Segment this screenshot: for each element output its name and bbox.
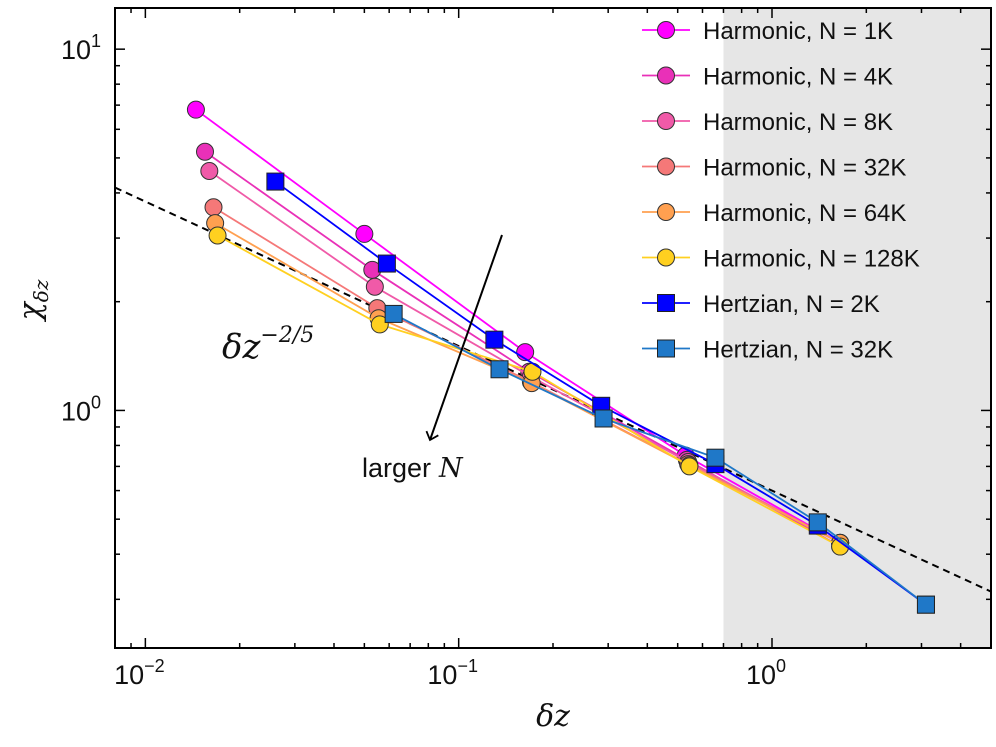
legend-marker [657,157,675,176]
fit-label-exponent: −2/5 [260,323,314,348]
legend-marker [657,21,675,39]
x-tick-label-exp: 0 [776,656,786,676]
series-5 [208,226,850,556]
y-tick-label: 101 [61,31,101,65]
x-tick-label: 100 [746,656,786,690]
shaded-region [723,8,991,648]
legend-label: Harmonic, N = 4K [703,64,893,91]
data-point [523,362,542,381]
data-point [186,100,205,119]
data-point [490,360,509,379]
plot-frame [114,7,992,649]
y-axis-label-main: χ [13,300,48,322]
data-point [370,315,389,334]
legend-marker [657,294,675,312]
legend-label: Harmonic, N = 128K [703,246,920,273]
legend-label: Hertzian, N = 32K [703,337,893,364]
data-point [365,277,384,296]
x-tick-label: 10−1 [427,656,478,690]
x-tick-label-base: 10 [114,660,144,690]
y-tick-label-exp: 0 [91,392,101,412]
larger-n-var: N [438,453,464,484]
x-tick-label-exp: −2 [144,656,165,676]
data-point [808,513,827,532]
larger-n-label: larger N [362,453,464,484]
x-tick-label-exp: −1 [457,656,478,676]
series-layer [186,100,935,614]
y-tick-label-base: 10 [61,396,91,426]
legend-marker [657,112,675,130]
data-point [208,226,227,245]
y-tick-label-exp: 1 [91,31,101,51]
y-tick-label: 100 [61,392,101,426]
data-point [916,595,935,614]
data-point [200,162,219,181]
data-point [384,304,403,323]
fit-label-main: δz [222,327,261,367]
x-axis-label: δz [536,699,570,734]
legend-marker [657,248,675,267]
x-tick-label-base: 10 [746,660,776,690]
data-point [706,448,725,467]
larger-n-text: larger [362,453,431,483]
legend-label: Harmonic, N = 1K [703,18,893,45]
series-line [393,313,927,606]
legend-marker [657,203,675,221]
data-point [594,409,613,428]
data-point [485,330,504,349]
y-axis-label-sub: δz [29,279,53,302]
legend-label: Harmonic, N = 64K [703,200,906,227]
legend-marker [657,339,675,358]
fit-label: δz−2/5 [222,323,314,367]
legend-label: Harmonic, N = 32K [703,155,906,182]
x-tick-label-base: 10 [427,660,457,690]
series-7 [384,304,935,614]
y-axis-label: χδz [13,279,53,322]
larger-n-arrow [425,234,503,442]
y-tick-label-base: 10 [61,35,91,65]
data-point [680,457,699,476]
legend-marker [657,66,675,85]
data-point [355,224,374,243]
data-point [204,198,223,217]
legend-label: Hertzian, N = 2K [703,291,880,318]
legend: Harmonic, N = 1K Harmonic, N = 4K Harmonic… [642,18,920,364]
x-tick-label: 10−2 [114,656,165,690]
legend-label: Harmonic, N = 8K [703,109,893,136]
data-point [195,142,214,161]
data-point [266,172,285,191]
data-point [377,254,396,273]
